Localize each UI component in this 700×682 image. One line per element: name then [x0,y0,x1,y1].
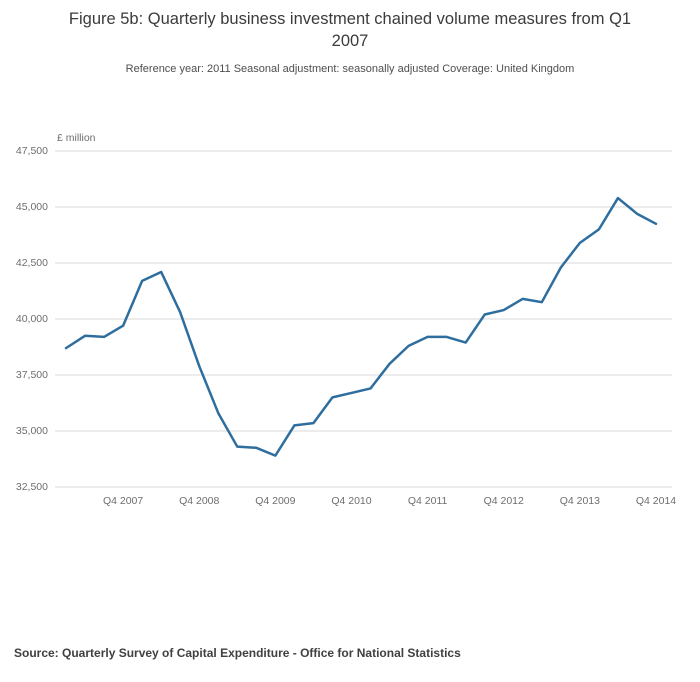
chart-subtitle: Reference year: 2011 Seasonal adjustment… [125,62,575,75]
x-axis-tick-label: Q4 2013 [559,495,600,507]
y-axis-tick-label: 32,500 [15,481,48,493]
trend-line [64,196,658,457]
x-axis-tick-label: Q4 2007 [102,495,144,507]
chart-title: Figure 5b: Quarterly business investment… [68,10,632,51]
x-axis-tick-label: Q4 2008 [179,495,220,507]
x-axis-tick-label: Q4 2014 [635,495,677,507]
y-axis-tick-label: 37,500 [15,369,48,381]
x-axis-tick-label: Q4 2012 [483,495,524,507]
y-axis-tick-label: 40,000 [15,313,48,325]
x-axis-tick-label: Q4 2010 [331,495,372,507]
plot-area [55,150,672,488]
x-axis-tick-label: Q4 2011 [407,495,448,507]
source-attribution: Source: Quarterly Survey of Capital Expe… [14,646,461,660]
y-axis-tick-label: 35,000 [15,425,48,437]
y-axis-tick-label: 45,000 [15,201,48,213]
y-axis-tick-label: 42,500 [15,257,48,269]
x-axis-tick-label: Q4 2009 [255,495,296,507]
line-chart: £ million 32,500 35,000 37,500 40,000 42,500… [0,120,700,540]
chart-header: Figure 5b: Quarterly business investment… [0,8,700,75]
y-axis-unit-label: £ million [57,132,96,144]
y-axis-tick-label: 47,500 [15,145,48,157]
